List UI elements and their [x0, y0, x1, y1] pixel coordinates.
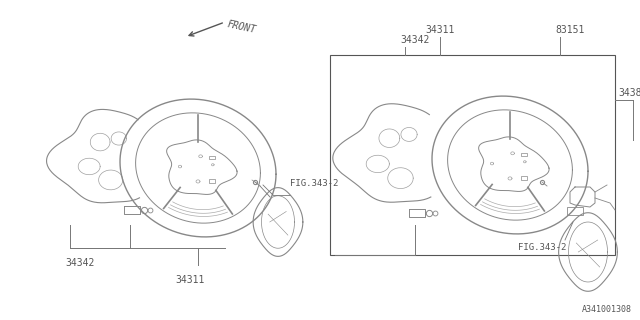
Text: 83151: 83151 [555, 25, 584, 35]
Text: FRONT: FRONT [226, 19, 257, 35]
Text: 34382G: 34382G [618, 88, 640, 98]
Text: FIG.343-2: FIG.343-2 [290, 179, 339, 188]
Bar [209, 179, 215, 183]
Bar [209, 156, 214, 159]
Text: A341001308: A341001308 [582, 305, 632, 314]
Text: FIG.343-2: FIG.343-2 [518, 243, 566, 252]
Text: 34311: 34311 [175, 275, 204, 285]
Bar [330, 55, 615, 255]
Text: 34342: 34342 [400, 35, 429, 45]
Bar [522, 176, 527, 180]
Bar [521, 153, 527, 156]
Bar [567, 207, 583, 215]
Text: 34311: 34311 [426, 25, 454, 35]
Text: 34342: 34342 [65, 258, 94, 268]
